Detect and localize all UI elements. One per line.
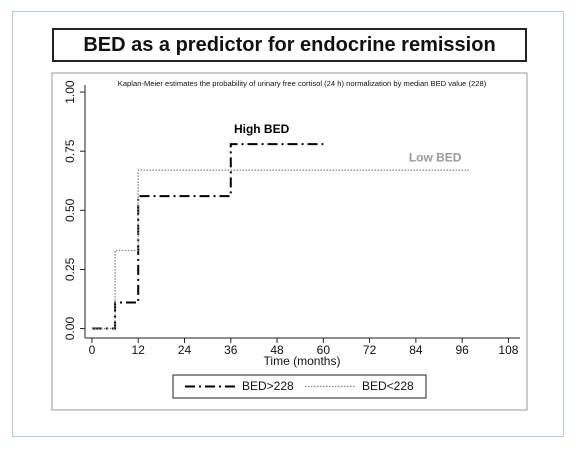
step-line	[91, 143, 324, 330]
legend-box	[172, 374, 427, 399]
chart-title: BED as a predictor for endocrine remissi…	[52, 28, 527, 62]
x-tick-label: 0	[89, 343, 96, 357]
plot-panel	[51, 72, 528, 411]
annotation: Low BED	[409, 150, 462, 164]
annotation: High BED	[234, 122, 290, 136]
x-tick-label: 96	[455, 343, 469, 357]
chart-subtitle: Kaplan-Meier estimates the probability o…	[118, 79, 487, 88]
step-line	[91, 169, 470, 330]
y-tick-label: 0.00	[63, 317, 77, 341]
x-tick-label: 60	[317, 343, 331, 357]
legend-label: BED<228	[362, 379, 414, 393]
x-tick-label: 108	[498, 343, 518, 357]
legend-label: BED>228	[242, 379, 294, 393]
y-tick-label: 0.75	[63, 139, 77, 163]
x-tick-label: 24	[178, 343, 192, 357]
x-tick-label: 84	[409, 343, 423, 357]
x-tick-label: 12	[132, 343, 146, 357]
card	[12, 11, 564, 437]
x-tick-label: 48	[270, 343, 284, 357]
x-axis-label: Time (months)	[264, 354, 341, 368]
x-tick-label: 72	[363, 343, 377, 357]
x-tick-label: 36	[224, 343, 238, 357]
y-tick-label: 1.00	[63, 80, 77, 104]
y-tick-label: 0.50	[63, 198, 77, 222]
y-tick-label: 0.25	[63, 257, 77, 281]
